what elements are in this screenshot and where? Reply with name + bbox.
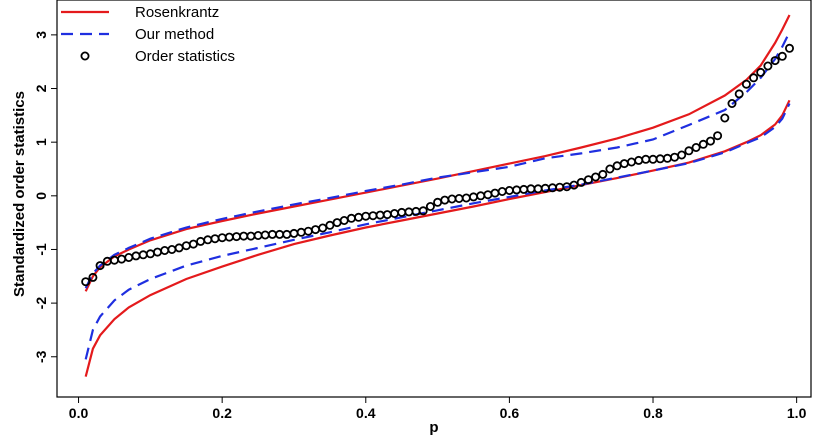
order-statistic-point — [691, 142, 701, 152]
order-statistic-point — [684, 146, 694, 156]
order-statistic-point — [598, 169, 608, 179]
order-statistic-point — [763, 61, 773, 71]
legend-marker — [80, 51, 90, 61]
y-tick-label: 2 — [33, 84, 49, 92]
order-statistic-point — [777, 51, 787, 61]
points-layer — [81, 43, 795, 287]
order-statistic-point — [734, 89, 744, 99]
order-statistic-point — [770, 56, 780, 66]
order-statistic-point — [713, 131, 723, 141]
order-statistic-point — [605, 164, 615, 174]
y-axis-title: Standardized order statistics — [11, 91, 28, 297]
order-statistic-point — [785, 43, 795, 53]
order-statistic-point — [741, 79, 751, 89]
rosenkrantz-upper-line — [84, 14, 791, 292]
legend-label: Our method — [135, 26, 214, 43]
y-tick-label: 1 — [33, 138, 49, 146]
order-statistic-point — [418, 206, 428, 216]
legend-label: Rosenkrantz — [135, 4, 219, 21]
plot-frame — [56, 0, 812, 398]
order-statistic-point — [756, 67, 766, 77]
order-statistic-point — [325, 220, 335, 230]
order-statistic-point — [81, 277, 91, 287]
x-axis-title: p — [429, 419, 438, 436]
y-tick-label: -2 — [33, 297, 49, 310]
order-statistic-point — [677, 150, 687, 160]
order-statistic-point — [188, 239, 198, 249]
order-statistic-point — [727, 99, 737, 109]
order-statistic-point — [88, 272, 98, 282]
x-tick-label: 0.6 — [500, 405, 520, 421]
x-tick-label: 1.0 — [787, 405, 807, 421]
our-method-lower-line — [84, 103, 791, 360]
order-statistic-point — [95, 261, 105, 271]
x-tick-label: 0.0 — [69, 405, 89, 421]
y-axis: -3 -2 -1 0 1 2 3 — [33, 31, 57, 363]
order-statistic-point — [698, 139, 708, 149]
legend: Rosenkrantz Our method Order statistics — [61, 4, 235, 65]
y-tick-label: -3 — [33, 350, 49, 363]
y-tick-label: 0 — [33, 192, 49, 200]
y-tick-label: -1 — [33, 243, 49, 256]
x-tick-label: 0.2 — [212, 405, 232, 421]
order-statistic-point — [749, 73, 759, 83]
x-tick-label: 0.8 — [643, 405, 663, 421]
legend-label: Order statistics — [135, 48, 235, 65]
y-tick-label: 3 — [33, 31, 49, 39]
order-statistic-point — [706, 136, 716, 146]
order-statistic-point — [425, 201, 435, 211]
x-axis: 0.0 0.2 0.4 0.6 0.8 1.0 — [69, 397, 807, 421]
order-statistic-point — [720, 113, 730, 123]
x-tick-label: 0.4 — [356, 405, 376, 421]
